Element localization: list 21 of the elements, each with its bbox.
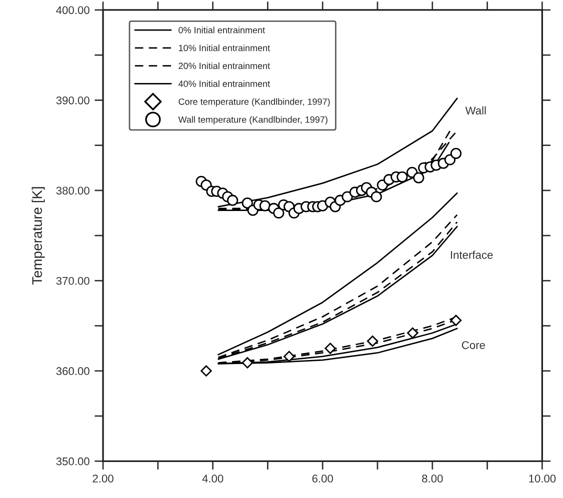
y-tick-label: 390.00 — [56, 96, 90, 104]
legend-label: 20% Initial entrainment — [178, 62, 270, 70]
y-tick-label: 380.00 — [56, 186, 90, 195]
y-axis-title: Temperature [K] — [32, 187, 45, 285]
y-tick-label: 360.00 — [56, 367, 90, 376]
y-tick-label: 400.00 — [56, 6, 90, 14]
annotation: Interface — [450, 250, 493, 259]
x-tick-label: 6.00 — [312, 474, 333, 483]
legend-label: Wall temperature (Kandlbinder, 1997) — [178, 116, 328, 125]
legend-label: 40% Initial entrainment — [178, 80, 270, 87]
annotation: Wall — [465, 106, 486, 114]
x-tick-label: 10.00 — [529, 474, 556, 483]
x-tick-label: 8.00 — [422, 474, 443, 483]
x-tick-label: 2.00 — [92, 474, 114, 483]
annotation: Core — [462, 341, 485, 350]
y-tick-label: 370.00 — [56, 276, 90, 285]
legend-label: Core temperature (Kandlbinder, 1997) — [178, 98, 330, 107]
legend-label: 10% Initial entrainment — [178, 44, 270, 52]
y-tick-label: 350.00 — [56, 457, 90, 466]
x-tick-label: 4.00 — [202, 474, 224, 483]
legend-label: 0% Initial entrainment — [178, 26, 265, 34]
